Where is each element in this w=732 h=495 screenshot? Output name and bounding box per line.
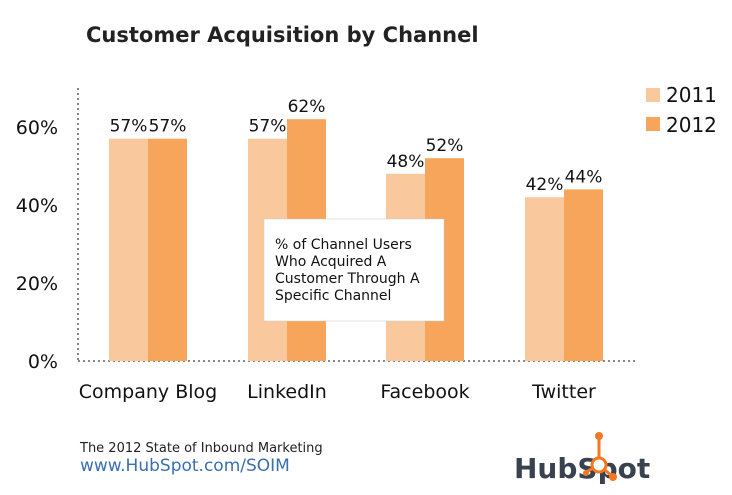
annotation-line-3: Customer Through A [275,271,420,287]
data-label: 42% [526,175,564,195]
y-tick-label: 20% [16,273,58,295]
legend-swatch-2012 [646,117,660,131]
data-label: 57% [149,117,187,137]
category-label: LinkedIn [247,381,327,403]
logo-text: HubSpot [514,452,650,485]
annotation-background [263,218,445,322]
data-label: 52% [426,136,464,156]
data-label: 48% [387,152,425,172]
legend-label-2011: 2011 [666,83,717,107]
data-label: 57% [249,117,287,137]
data-label: 44% [565,167,603,187]
annotation-line-4: Specific Channel [275,288,391,304]
data-label: 62% [288,97,326,117]
category-labels: Company Blog LinkedIn Facebook Twitter [79,381,596,403]
y-tick-labels: 0% 20% 40% 60% [16,117,58,373]
category-label: Facebook [380,381,469,403]
bar-2012-3 [564,189,603,361]
legend-swatch-2011 [646,88,660,102]
legend: 2011 2012 [646,83,717,137]
data-labels: 57% 57%48%42%57%62%52%44% [110,97,603,195]
legend-label-2012: 2012 [666,113,717,137]
annotation-line-1: % of Channel Users [275,237,412,253]
source-line: The 2012 State of Inbound Marketing [79,441,323,456]
bar-2011-0 [109,138,148,361]
category-label: Company Blog [79,381,217,403]
annotation-box: % of Channel Users Who Acquired A Custom… [263,218,445,322]
data-label: 57% [110,117,148,137]
y-tick-label: 40% [16,195,58,217]
chart-title: Customer Acquisition by Channel [86,23,479,47]
category-label: Twitter [531,381,596,403]
bar-2012-0 [148,138,187,361]
source-url[interactable]: www.HubSpot.com/SOIM [80,456,290,476]
sprocket-icon [583,432,617,481]
hubspot-logo: HubSpot [514,432,650,485]
y-tick-label: 60% [16,117,58,139]
bar-2011-3 [525,197,564,361]
annotation-line-2: Who Acquired A [275,254,387,270]
y-tick-label: 0% [28,351,58,373]
